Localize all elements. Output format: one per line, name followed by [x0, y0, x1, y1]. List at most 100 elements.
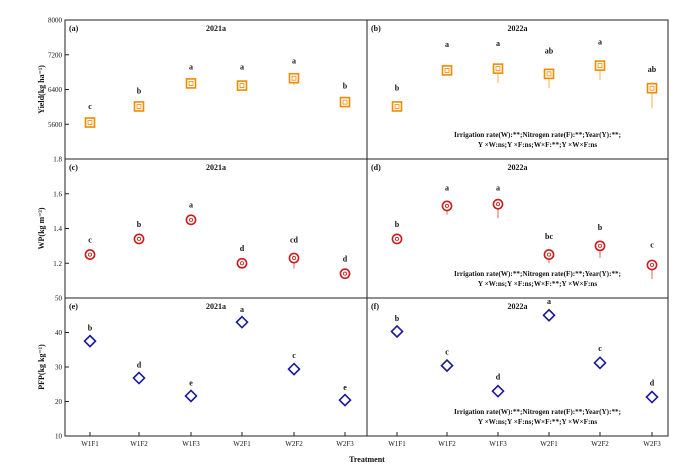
stats-annotation: Y ×W:ns;Y ×F:ns;W×F:**;Y ×W×F:ns — [478, 141, 598, 149]
data-point-diamond — [440, 358, 454, 373]
data-point-diamond — [645, 390, 659, 404]
panel-label: (c) — [69, 163, 78, 172]
y-tick-label: 7200 — [48, 51, 63, 59]
data-point-diamond — [491, 384, 505, 398]
data-point-square-inner — [444, 67, 450, 73]
data-point-diamond — [184, 389, 198, 403]
data-point-circle-inner — [291, 256, 296, 261]
data-point-diamond — [235, 315, 249, 329]
data-point-square-inner — [649, 85, 655, 91]
significance-letter: b — [395, 314, 400, 323]
significance-letter: ab — [648, 65, 657, 74]
stats-annotation: Y ×W:ns;Y ×F:ns;W×F:**;Y ×W×F:ns — [478, 418, 598, 426]
y-tick-label: 1.4 — [53, 225, 62, 233]
significance-letter: b — [137, 86, 142, 95]
data-point-diamond — [390, 324, 404, 339]
x-tick-label: W1F2 — [438, 440, 456, 448]
panels-layer: (a) 2021a 5600 6400 7200 8000 1.8 Yield(kg ha⁻¹… — [37, 17, 669, 448]
data-point-square — [133, 101, 145, 112]
data-point-square-inner — [597, 63, 603, 69]
data-point-square-inner — [394, 104, 400, 109]
data-point-square — [594, 60, 606, 71]
x-axis-label: Treatment — [349, 455, 385, 464]
data-point-circle-inner — [495, 202, 500, 207]
data-point-circle — [339, 268, 351, 280]
panel-title: 2021a — [206, 24, 226, 33]
data-point-circle-inner — [598, 243, 603, 248]
data-point-square-inner — [495, 66, 501, 72]
significance-letter: a — [240, 305, 244, 314]
data-point-circle — [236, 257, 248, 269]
data-point-circle-inner — [650, 262, 655, 267]
stats-annotation: Y ×W:ns;Y ×F:ns;W×F:**;Y ×W×F:ns — [478, 280, 598, 288]
significance-letter: a — [547, 297, 551, 306]
y-tick-label: 50 — [55, 295, 63, 303]
panel-title: 2022a — [508, 302, 528, 311]
data-point-circle-inner — [239, 261, 244, 266]
panel-label: (d) — [371, 163, 381, 172]
x-tick-label: W1F3 — [489, 440, 507, 448]
significance-letter: a — [240, 63, 244, 72]
y-axis-label: WP(kg m⁻³) — [37, 207, 46, 249]
panel-b: (b) 2022a b a a ab a ab Irrigation rate(W):**;Ni… — [366, 19, 669, 160]
y-axis-label: Yield(kg ha⁻¹) — [37, 65, 46, 114]
significance-letter: b — [395, 83, 400, 92]
panel-title: 2022a — [508, 163, 528, 172]
data-point-circle — [133, 233, 145, 245]
data-point-square-inner — [188, 81, 194, 86]
significance-letter: bc — [545, 232, 553, 241]
y-axis-label: PFP(kg kg⁻¹) — [37, 344, 46, 390]
data-point-square-inner — [136, 104, 142, 109]
panel-label: (a) — [69, 24, 79, 33]
x-tick-label: W2F3 — [643, 440, 661, 448]
significance-letter: c — [88, 235, 92, 244]
data-point-circle — [391, 233, 403, 245]
significance-letter: b — [137, 220, 142, 229]
data-point-square-inner — [239, 83, 245, 88]
panel-title: 2022a — [508, 24, 528, 33]
data-point-circle — [84, 249, 96, 260]
y-tick-label: 40 — [55, 329, 63, 337]
x-tick-label: W1F3 — [182, 440, 200, 448]
significance-letter: d — [343, 255, 348, 264]
data-point-diamond — [542, 308, 556, 322]
data-point-square — [391, 101, 403, 112]
significance-letter: b — [88, 323, 93, 332]
data-point-circle-inner — [547, 252, 552, 257]
panel-f: (f) 2022a W1F1 W1F2 W1F3 W2F1 W2F2 W2F3 b c d a c d Ir… — [366, 297, 669, 448]
significance-letter: a — [598, 37, 602, 46]
significance-letter: a — [292, 56, 296, 65]
data-point-square-inner — [87, 120, 93, 125]
significance-letter: c — [445, 348, 449, 357]
data-point-square — [543, 68, 555, 80]
significance-letter: c — [88, 102, 92, 111]
panel-label: (e) — [69, 302, 78, 311]
significance-letter: a — [496, 183, 500, 192]
data-point-circle-inner — [444, 203, 449, 208]
data-point-circle — [492, 198, 504, 210]
data-point-diamond — [83, 334, 97, 348]
data-point-square-inner — [342, 99, 348, 105]
significance-letter: cd — [290, 235, 299, 244]
y-tick-label: 6400 — [48, 86, 63, 94]
data-point-square — [185, 78, 197, 89]
significance-letter: c — [292, 351, 296, 360]
data-point-square — [441, 65, 453, 76]
significance-letter: c — [650, 241, 654, 250]
significance-letter: e — [189, 379, 193, 388]
x-tick-label: W1F2 — [130, 440, 148, 448]
panel-frame — [366, 297, 669, 437]
data-point-square-inner — [291, 75, 297, 81]
data-point-square — [236, 80, 248, 91]
significance-letter: b — [598, 223, 603, 232]
significance-letter: d — [240, 244, 245, 253]
x-tick-label: W1F1 — [81, 440, 99, 448]
data-point-circle — [441, 200, 453, 212]
data-point-circle-inner — [88, 252, 93, 257]
data-point-diamond — [132, 371, 146, 385]
significance-letter: a — [445, 183, 449, 192]
x-tick-label: W2F1 — [540, 440, 558, 448]
stats-annotation: Irrigation rate(W):**;Nitrogen rate(F):*… — [454, 408, 621, 416]
significance-letter: ab — [545, 46, 554, 55]
